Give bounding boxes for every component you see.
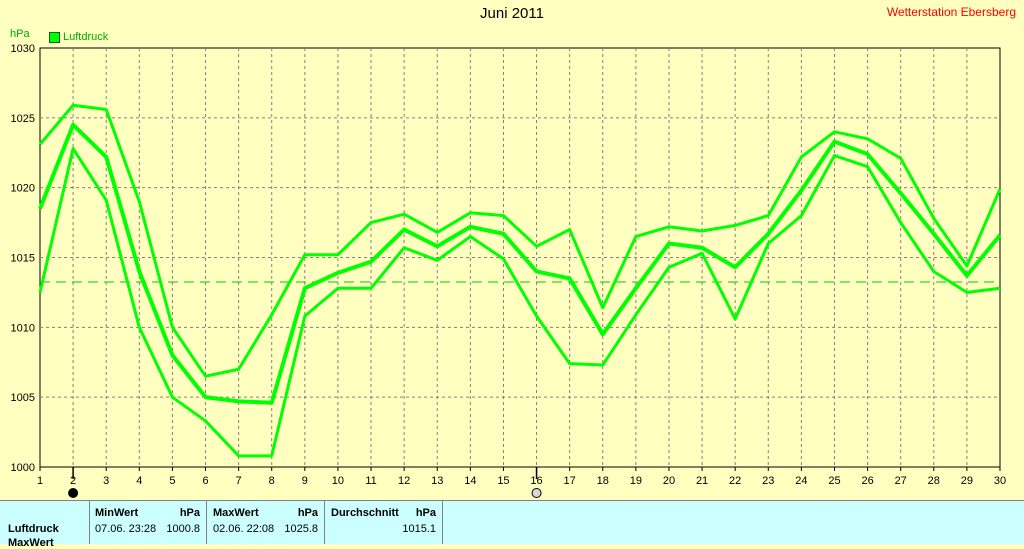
x-tick-label: 22 bbox=[729, 475, 741, 487]
x-tick-label: 24 bbox=[795, 475, 807, 487]
x-tick-label: 10 bbox=[332, 475, 344, 487]
legend: Luftdruck bbox=[49, 31, 108, 43]
pressure-chart: 1 2 3 4 5 6 7 8 9 10 11 12 13 14 15 16 17 18 19 20 21 22 23 24 2… bbox=[10, 28, 1006, 498]
x-tick-label: 7 bbox=[236, 475, 242, 487]
stats-min-col: MinWert hPa 07.06. 23:28 1000.8 bbox=[89, 501, 206, 544]
y-tick-label: 1010 bbox=[11, 322, 35, 334]
x-tick-label: 27 bbox=[895, 475, 907, 487]
series-lines bbox=[38, 103, 1002, 458]
avg-value: 1015.1 bbox=[402, 523, 436, 535]
x-tick-label: 15 bbox=[497, 475, 509, 487]
avg-unit: hPa bbox=[415, 507, 436, 519]
x-tick-label: 28 bbox=[928, 475, 940, 487]
max-datetime: 02.06. 22:08 bbox=[213, 523, 275, 535]
stats-row-label-next: MaxWert bbox=[8, 537, 54, 549]
x-tick-label: 12 bbox=[398, 475, 410, 487]
y-tick-label: 1000 bbox=[11, 462, 35, 474]
stats-avg-col: Durchschnitt hPa 1015.1 bbox=[324, 501, 443, 544]
x-tick-label: 19 bbox=[630, 475, 642, 487]
x-tick-label: 16 bbox=[530, 475, 542, 487]
min-unit: hPa bbox=[179, 507, 200, 519]
max-unit: hPa bbox=[297, 507, 318, 519]
x-tick-label: 30 bbox=[994, 475, 1006, 487]
day-marker-filled bbox=[68, 488, 79, 498]
max-header: MaxWert bbox=[213, 507, 259, 519]
min-datetime: 07.06. 23:28 bbox=[95, 523, 157, 535]
x-tick-label: 21 bbox=[696, 475, 708, 487]
x-tick-label: 18 bbox=[597, 475, 609, 487]
x-tick-label: 26 bbox=[861, 475, 873, 487]
y-tick-label: 1020 bbox=[11, 183, 35, 195]
x-tick-label: 2 bbox=[70, 475, 76, 487]
day-marker-hollow bbox=[531, 488, 542, 498]
avg-header: Durchschnitt bbox=[331, 507, 399, 519]
legend-swatch bbox=[49, 31, 60, 43]
x-tick-label: 14 bbox=[464, 475, 476, 487]
y-tick-label: 1025 bbox=[11, 113, 35, 125]
x-tick-label: 6 bbox=[202, 475, 208, 487]
chart-grid bbox=[39, 47, 1001, 468]
min-value: 1000.8 bbox=[166, 523, 200, 535]
series-line-min bbox=[38, 147, 1001, 458]
stats-max-col: MaxWert hPa 02.06. 22:08 1025.8 bbox=[206, 501, 324, 544]
max-value: 1025.8 bbox=[284, 523, 318, 535]
y-tick-label: 1015 bbox=[11, 253, 35, 265]
x-tick-label: 4 bbox=[136, 475, 142, 487]
x-tick-label: 17 bbox=[564, 475, 576, 487]
axis-ticks: 1 2 3 4 5 6 7 8 9 10 11 12 13 14 15 16 17 18 19 20 21 22 23 24 2… bbox=[10, 28, 1006, 487]
min-header: MinWert bbox=[95, 507, 139, 519]
legend-label: Luftdruck bbox=[63, 31, 109, 43]
x-tick-label: 1 bbox=[37, 475, 43, 487]
series-line-max bbox=[38, 103, 1002, 378]
x-tick-label: 25 bbox=[828, 475, 840, 487]
x-tick-label: 5 bbox=[169, 475, 175, 487]
stats-panel: Luftdruck MaxWert MinWert hPa 07.06. 23:… bbox=[0, 500, 1024, 549]
x-tick-label: 13 bbox=[431, 475, 443, 487]
x-tick-label: 11 bbox=[365, 475, 376, 487]
x-tick-label: 29 bbox=[961, 475, 973, 487]
x-tick-label: 20 bbox=[663, 475, 675, 487]
y-tick-label: 1030 bbox=[11, 43, 35, 55]
stats-row-label: Luftdruck bbox=[8, 523, 59, 535]
x-tick-label: 9 bbox=[302, 475, 308, 487]
day-markers bbox=[68, 467, 542, 498]
y-tick-label: 1005 bbox=[11, 392, 35, 404]
station-name: Wetterstation Ebersberg bbox=[886, 5, 1016, 19]
series-line-average bbox=[38, 122, 1002, 405]
x-tick-label: 3 bbox=[103, 475, 109, 487]
chart-title: Juni 2011 bbox=[480, 5, 544, 22]
x-tick-label: 23 bbox=[762, 475, 774, 487]
y-unit-label: hPa bbox=[10, 28, 30, 40]
x-tick-label: 8 bbox=[269, 475, 275, 487]
